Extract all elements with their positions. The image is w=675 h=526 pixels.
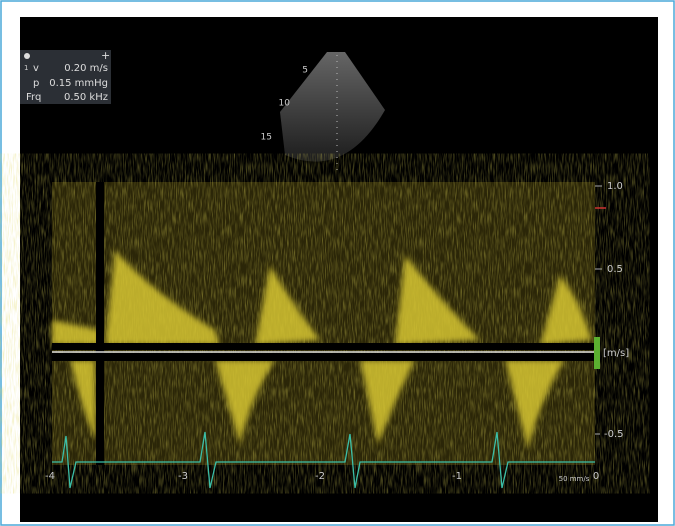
info-value: 0.20 m/s [64, 63, 108, 74]
unit-label: [m/s] [603, 348, 629, 359]
tick-label: 0 [593, 471, 599, 482]
info-label: Frq [26, 92, 41, 103]
info-index: 1 [24, 64, 28, 72]
screenshot: + 1 v 0.20 m/s p 0.15 mmHg Frq 0.50 kHz … [0, 0, 675, 526]
tick-label: -2 [315, 471, 325, 482]
tick-label: -3 [178, 471, 188, 482]
info-panel: + 1 v 0.20 m/s p 0.15 mmHg Frq 0.50 kHz [20, 49, 111, 104]
tick-label: -1 [452, 471, 462, 482]
plus: + [101, 49, 110, 62]
info-value: 0.15 mmHg [49, 78, 108, 89]
tick-label: 0.5 [607, 264, 623, 275]
depth-label: 15 [261, 133, 272, 143]
info-label: p [33, 78, 39, 89]
info-label: v [33, 63, 39, 74]
sweep-speed: 50 mm/s [559, 475, 590, 483]
tick-label: -4 [45, 471, 55, 482]
info-value: 0.50 kHz [64, 92, 108, 103]
depth-label: 10 [279, 99, 291, 109]
tick-label: -0.5 [604, 429, 624, 440]
spectral-doppler [52, 182, 606, 488]
depth-label: 5 [302, 66, 308, 76]
tick-label: 1.0 [607, 181, 623, 192]
